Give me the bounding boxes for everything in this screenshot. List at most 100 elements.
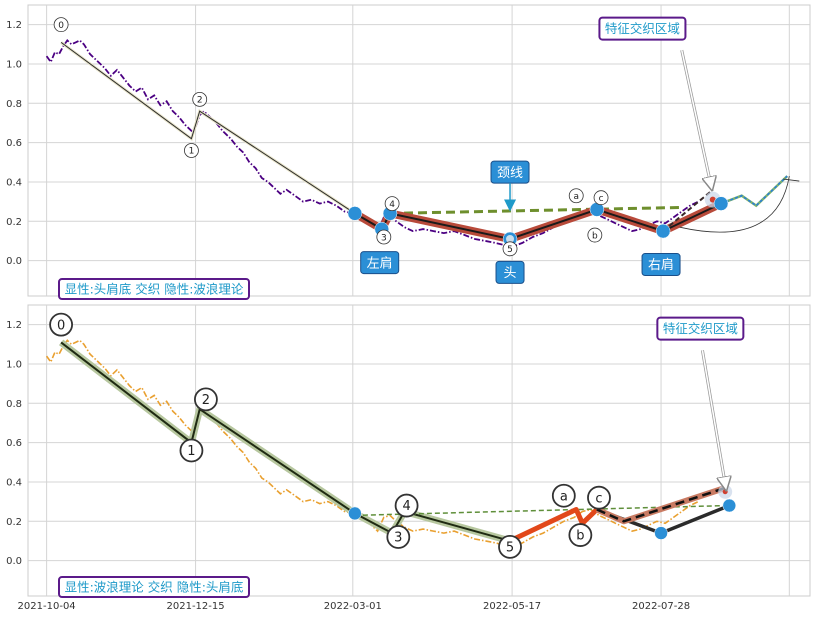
caption-bottom-box (58, 576, 250, 598)
wave-label-circle (179, 438, 204, 463)
bottom-plot-area (27, 304, 811, 597)
wave-label-circle (194, 387, 218, 412)
wave-label-text: 1 (187, 444, 195, 459)
wave-label-text: 4 (402, 499, 410, 514)
y-tick-label: 1.2 (6, 20, 22, 31)
y-tick-label: 0.6 (6, 138, 22, 149)
abc-line (508, 507, 599, 544)
top-gridlines (28, 5, 810, 296)
wave-label-text: a (560, 489, 568, 504)
y-tick-label: 0.6 (6, 438, 22, 449)
wave-label-4: 4 (384, 196, 400, 211)
x-tick-label: 2022-05-17 (483, 601, 541, 612)
price-line (45, 339, 699, 548)
right-shoulder-label-box (641, 253, 681, 277)
arc-tick (783, 178, 800, 182)
wave-label-text: c (595, 491, 602, 506)
x-tick-label: 2022-07-28 (632, 601, 690, 612)
wave-label-c: c (593, 190, 609, 206)
top-plot-area (27, 4, 811, 297)
head-label-text: 头 (504, 266, 517, 281)
zone-label-top-box (598, 16, 687, 41)
caption-top-text: 显性:头肩底 交织 隐性:波浪理论 (65, 282, 244, 297)
left-shoulder-label-text: 左肩 (367, 255, 393, 271)
neckline-label-text: 颈线 (497, 166, 523, 181)
wave-label-text: 2 (197, 96, 203, 106)
wave-label-text: 3 (394, 531, 402, 546)
zone-label-bottom: 特征交织区域 (656, 316, 745, 341)
wave-label-text: 3 (381, 233, 387, 243)
head-label: 头 (495, 260, 525, 284)
wave-label-text: 1 (189, 147, 195, 157)
bottom-y-tick-labels: 0.0 0.2 0.4 0.6 0.8 1.0 1.2 (6, 320, 22, 567)
caption-top: 显性:头肩底 交织 隐性:波浪理论 (58, 278, 250, 300)
left-shoulder-label: 左肩 (360, 251, 400, 275)
wave-label-text: 4 (389, 200, 395, 210)
wave-label-b: b (568, 523, 593, 547)
bottom-x-tick-labels: 2021-10-04 2021-12-15 2022-03-01 2022-05-17… (18, 601, 691, 612)
key-point (347, 206, 363, 221)
y-tick-label: 1.0 (6, 359, 22, 370)
wave-label-text: c (599, 194, 604, 204)
key-point (654, 526, 668, 540)
wave-label-circle (394, 493, 419, 518)
zone-arrow (701, 350, 725, 484)
x-tick-label: 2021-12-15 (167, 601, 225, 612)
wave-label-circle (568, 188, 584, 204)
wave-label-circle (587, 227, 603, 243)
projection-dashed (596, 486, 726, 523)
wave-label-3: 3 (386, 525, 411, 549)
key-point (722, 498, 737, 513)
y-tick-label: 0.8 (6, 99, 22, 110)
wave-label-5: 5 (502, 241, 518, 257)
wave-label-text: 5 (507, 245, 513, 255)
y-tick-label: 1.2 (6, 320, 22, 331)
wave-label-circle (568, 523, 593, 547)
caption-bottom-text: 显性:波浪理论 交织 隐性:头肩底 (65, 580, 244, 595)
wave-label-2: 2 (194, 387, 218, 412)
wave-label-circle (386, 525, 411, 549)
bottom-chart-panel: 0.0 0.2 0.4 0.6 0.8 1.0 1.2 2021-10-04 2021-12-… (6, 304, 811, 612)
wave-label-text: 0 (57, 318, 65, 333)
wave-label-circle (502, 241, 518, 257)
wave-label-0: 0 (49, 312, 74, 337)
wave-label-circle (593, 190, 609, 206)
key-point (713, 196, 729, 211)
wave-label-text: 0 (58, 21, 64, 31)
wave-label-circle (587, 485, 611, 510)
wave-label-text: b (576, 529, 584, 544)
y-tick-label: 0.8 (6, 399, 22, 410)
wave-label-5: 5 (498, 534, 522, 559)
neckline-label: 颈线 (490, 160, 530, 184)
caption-top-box (58, 278, 250, 300)
y-tick-label: 0.4 (6, 477, 22, 488)
wave-label-circle (192, 91, 208, 107)
zone-label-top: 特征交织区域 (598, 16, 687, 41)
wave-label-circle (551, 483, 576, 508)
wave-label-circle (498, 534, 522, 559)
wave-label-text: 5 (506, 541, 514, 556)
zone-label-bottom-text: 特征交织区域 (663, 321, 738, 336)
right-shoulder-label-text: 右肩 (648, 257, 674, 273)
y-tick-label: 1.0 (6, 59, 22, 70)
wave-label-a: a (568, 188, 584, 204)
projection-dashed (662, 189, 714, 232)
y-tick-label: 0.2 (6, 217, 22, 228)
x-tick-label: 2021-10-04 (18, 601, 76, 612)
wave-label-text: 2 (202, 393, 210, 408)
wave-label-3: 3 (376, 229, 392, 245)
wave-label-1: 1 (184, 143, 199, 158)
y-tick-label: 0.0 (6, 256, 22, 267)
wave-label-circle (376, 229, 392, 245)
wave-label-c: c (587, 485, 611, 510)
right-shoulder-label: 右肩 (641, 253, 681, 277)
left-shoulder-label-box (360, 251, 400, 275)
wave-label-circle (53, 17, 69, 33)
y-tick-label: 0.2 (6, 517, 22, 528)
wave-label-a: a (551, 483, 576, 508)
wave-label-text: b (592, 231, 598, 241)
wave-label-b: b (587, 227, 603, 243)
